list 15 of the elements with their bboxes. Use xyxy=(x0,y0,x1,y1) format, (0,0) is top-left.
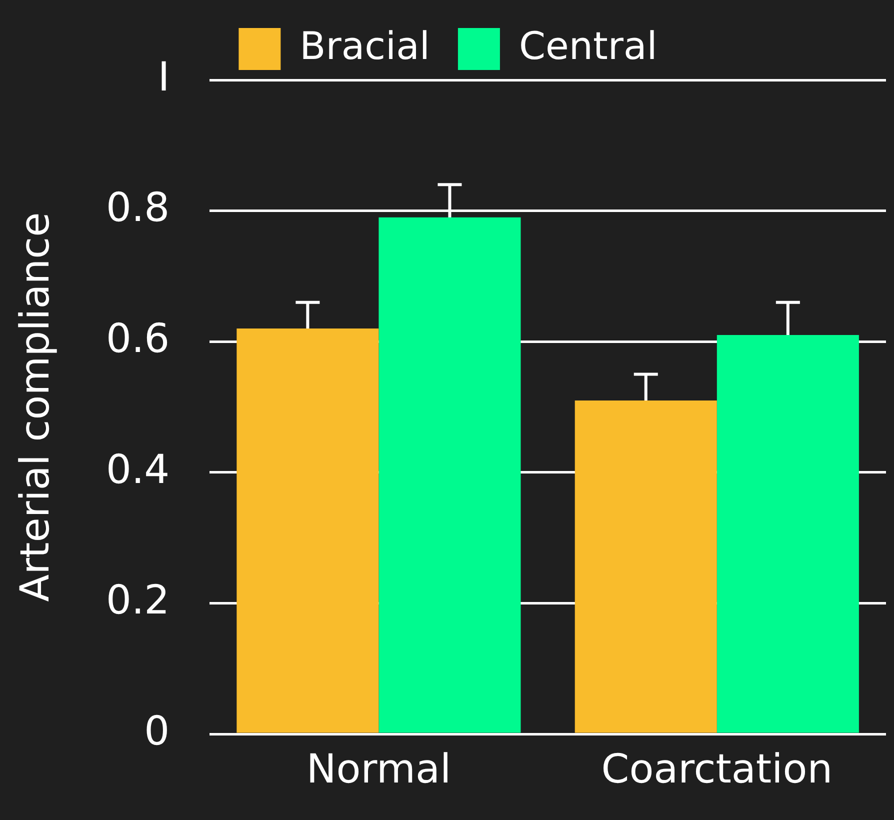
y-tick-label: 0.2 xyxy=(106,578,170,624)
legend-label: Bracial xyxy=(300,24,430,68)
legend-label: Central xyxy=(518,24,658,68)
y-tick-label: 0.6 xyxy=(106,316,170,362)
y-tick-label: 0.8 xyxy=(106,185,170,232)
bar xyxy=(574,400,717,733)
x-tick-label: Normal xyxy=(306,746,452,792)
y-tick-label: 0.4 xyxy=(106,446,170,493)
bar xyxy=(236,328,379,733)
y-tick-label: 0 xyxy=(144,708,170,754)
bar xyxy=(716,335,859,733)
x-tick-label: Coarctation xyxy=(601,746,833,792)
bar xyxy=(378,217,521,733)
y-axis-title: Arterial compliance xyxy=(12,212,58,602)
y-tick-label: I xyxy=(158,54,170,100)
